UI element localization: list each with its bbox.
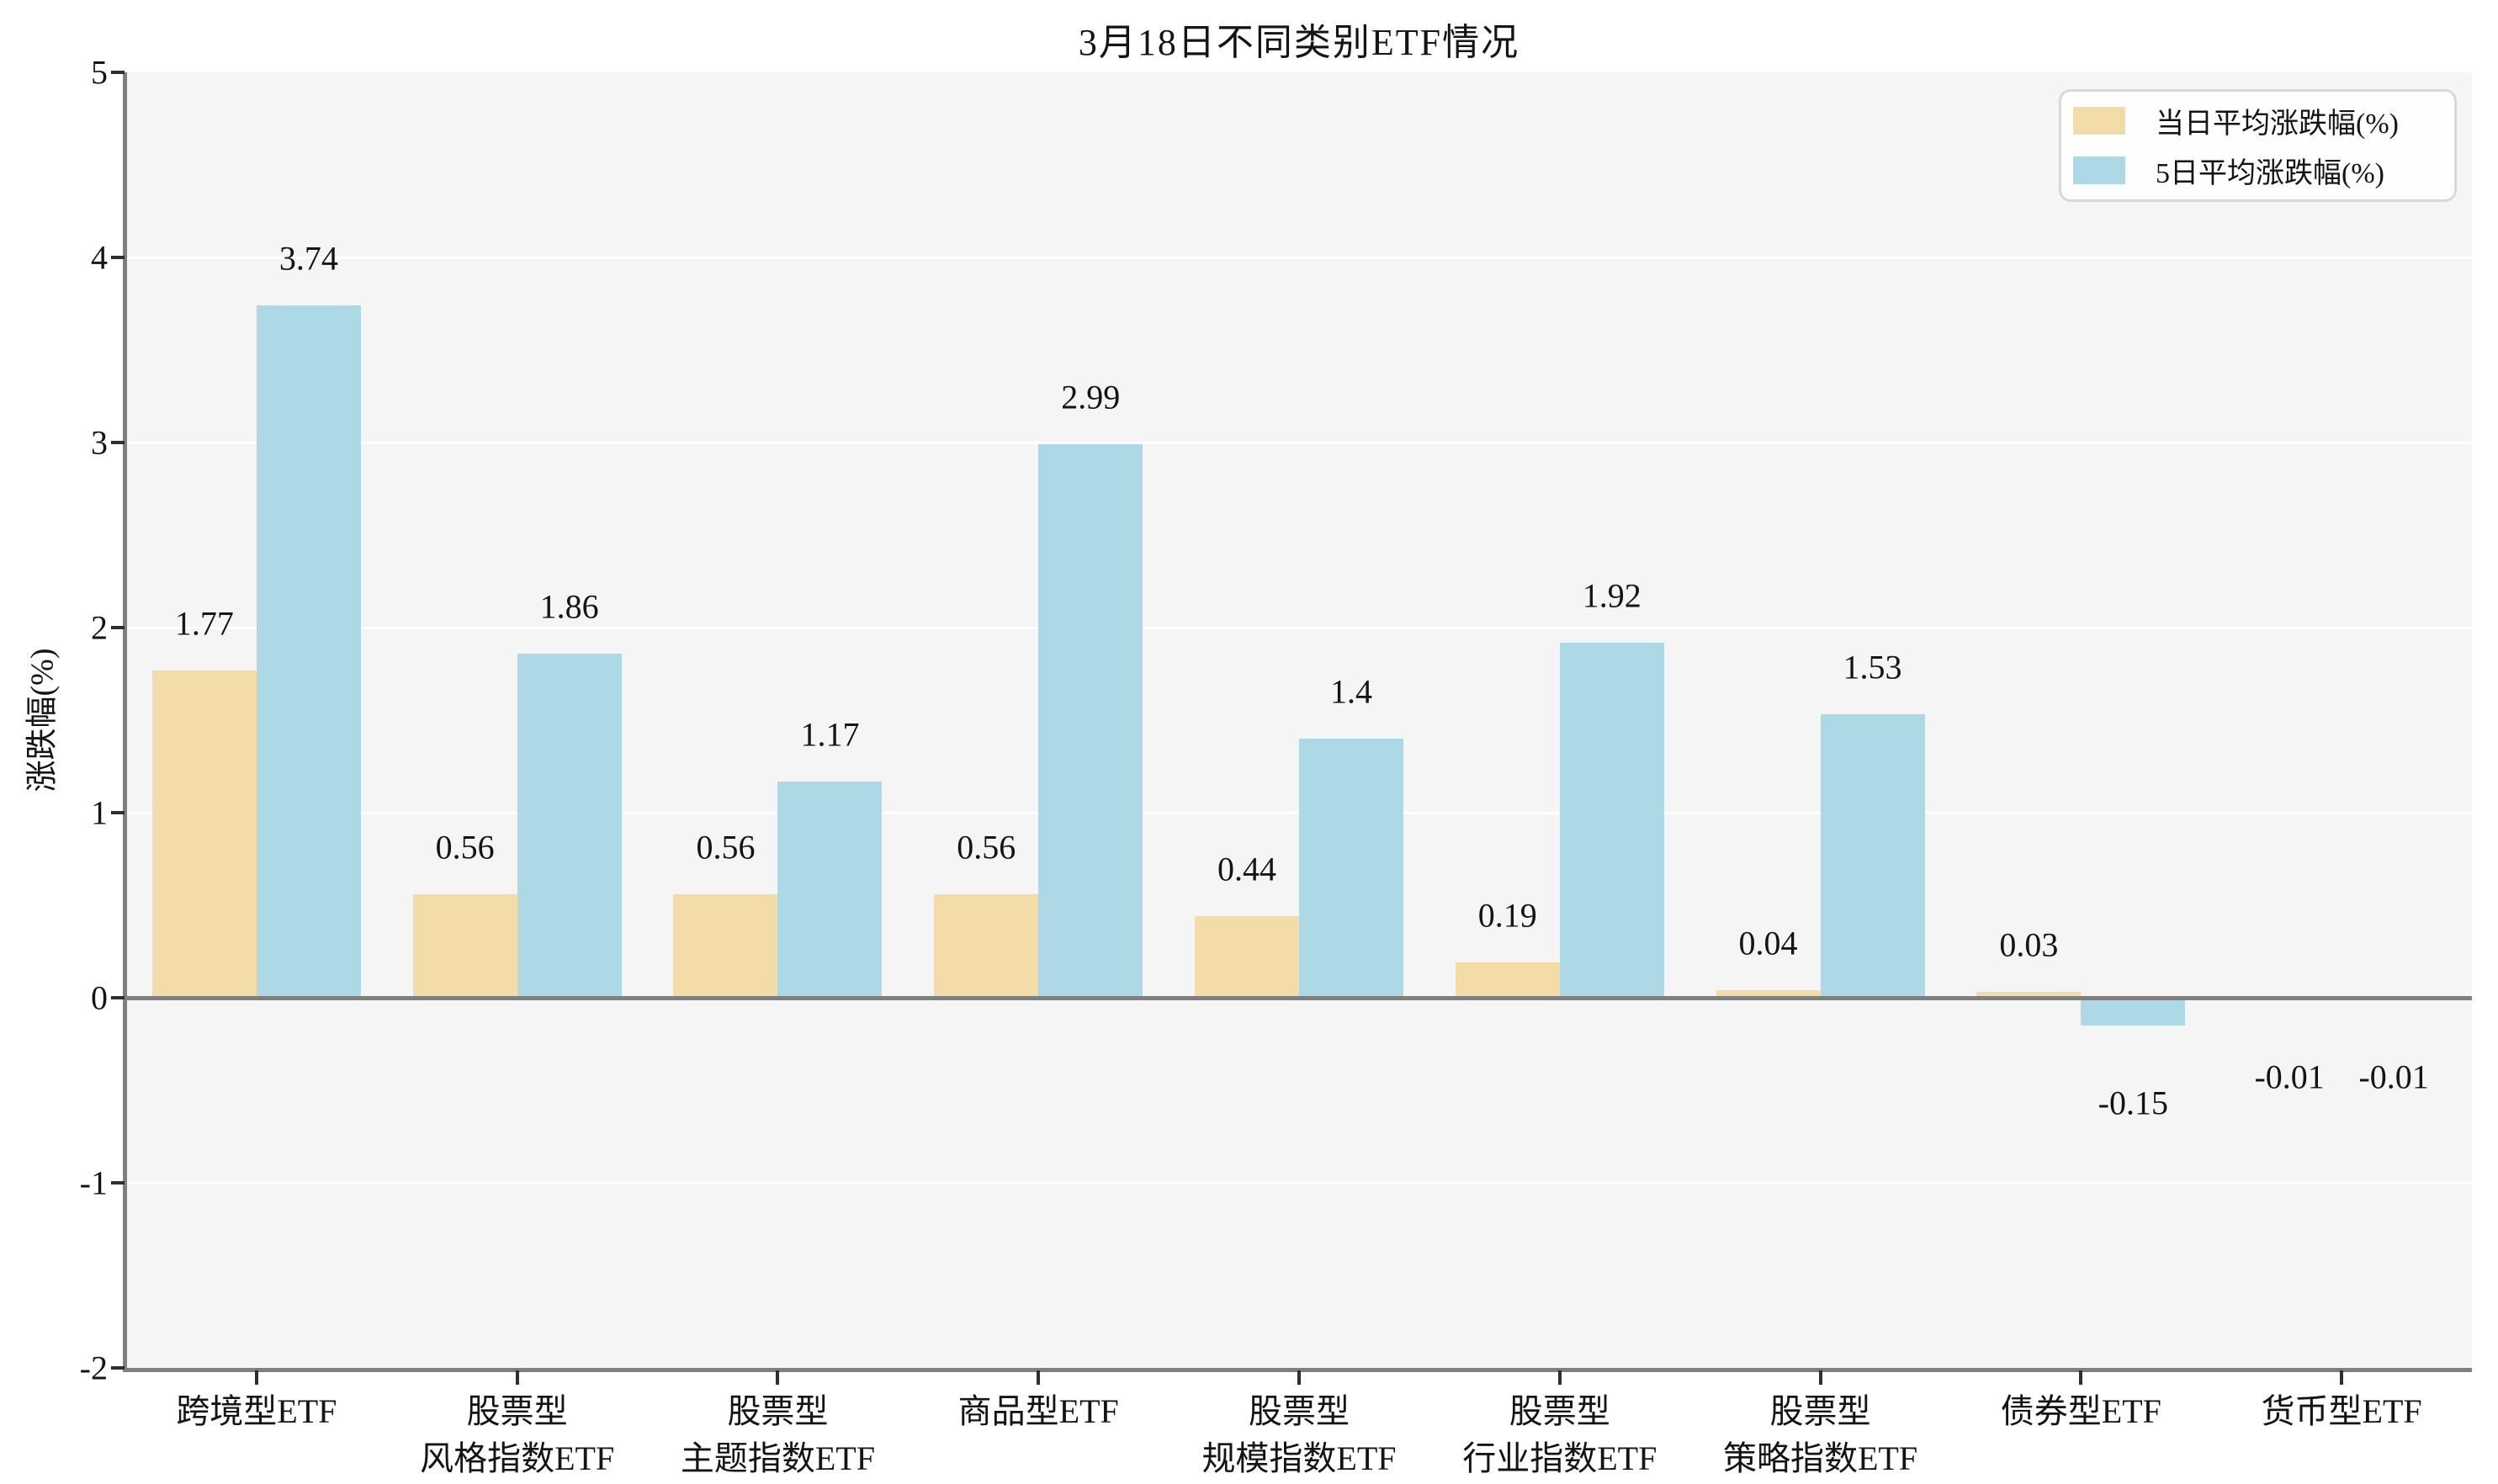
bar	[1820, 714, 1925, 998]
legend: 当日平均涨跌幅(%) 5日平均涨跌幅(%)	[2059, 89, 2457, 202]
bar	[934, 893, 1039, 998]
bar	[517, 653, 622, 998]
bar	[673, 893, 778, 998]
x-tick	[1557, 1370, 1562, 1385]
x-tick-label: 商品型ETF	[957, 1392, 1119, 1430]
y-tick	[111, 1181, 125, 1185]
x-axis-spine	[123, 1368, 2472, 1372]
bar	[1559, 642, 1664, 998]
bar-value-label: 0.03	[1999, 925, 2059, 964]
bar-value-label: 0.56	[696, 828, 756, 867]
bar-value-label: 1.86	[539, 587, 599, 626]
legend-entry-today: 当日平均涨跌幅(%)	[2073, 100, 2442, 141]
bar-value-label: 1.92	[1582, 576, 1641, 615]
bar-value-label: 0.04	[1738, 924, 1798, 962]
bar	[151, 670, 257, 998]
legend-swatch-today	[2073, 107, 2125, 135]
bar-value-label: -0.15	[2098, 1084, 2168, 1122]
x-tick	[1297, 1370, 1301, 1385]
grid-line	[126, 1182, 2472, 1185]
bar-value-label: 0.19	[1477, 896, 1537, 935]
y-tick-label: -2	[79, 1349, 108, 1387]
y-tick	[111, 996, 125, 999]
legend-swatch-5day	[2073, 156, 2125, 184]
x-tick-label: 跨境型ETF	[176, 1392, 337, 1430]
grid-line	[126, 627, 2472, 629]
chart-title: 3月18日不同类别ETF情况	[1078, 22, 1520, 63]
legend-label-today: 当日平均涨跌幅(%)	[2156, 109, 2399, 140]
x-tick	[254, 1370, 258, 1385]
y-tick	[111, 626, 125, 629]
y-tick-label: 0	[91, 978, 108, 1017]
bar	[1038, 444, 1143, 998]
x-tick-label: 股票型 风格指数ETF	[420, 1392, 615, 1477]
y-axis-spine	[123, 72, 127, 1372]
bar-value-label: -0.01	[2254, 1057, 2325, 1096]
y-tick	[111, 71, 125, 74]
grid-line	[126, 257, 2472, 259]
plot-area: 1.77 0.56 0.56 0.56 0.44 0.19 0.04 0.03 -0.01 3.7…	[126, 72, 2472, 1368]
bar	[256, 305, 361, 998]
y-tick	[111, 811, 125, 814]
bar	[1716, 990, 1821, 998]
y-tick-label: 3	[91, 423, 108, 462]
y-tick-label: 2	[91, 608, 108, 647]
y-tick-label: -1	[79, 1163, 108, 1202]
x-tick-label: 股票型 主题指数ETF	[680, 1392, 875, 1477]
x-tick-label: 货币型ETF	[2261, 1392, 2422, 1430]
y-tick	[111, 256, 125, 259]
y-tick-label: 5	[91, 53, 108, 92]
y-tick	[111, 441, 125, 444]
bar	[1195, 916, 1299, 998]
x-tick	[515, 1370, 519, 1385]
zero-line	[126, 996, 2472, 1000]
x-tick-label: 股票型 策略指数ETF	[1722, 1392, 1918, 1477]
x-tick-label: 股票型 行业指数ETF	[1462, 1392, 1657, 1477]
bar-value-label: 1.53	[1843, 648, 1902, 686]
bar	[1976, 992, 2082, 998]
y-tick-label: 1	[91, 793, 108, 832]
x-tick	[776, 1370, 780, 1385]
bar-value-label: 3.74	[278, 239, 338, 278]
bar-value-label: 1.17	[800, 715, 860, 754]
bar-value-label: -0.01	[2358, 1057, 2429, 1096]
grid-line	[126, 442, 2472, 444]
x-tick-label: 债券型ETF	[2000, 1392, 2161, 1430]
bar	[1299, 739, 1403, 998]
x-tick-label: 股票型 规模指数ETF	[1201, 1392, 1397, 1477]
legend-entry-5day: 5日平均涨跌幅(%)	[2073, 150, 2442, 191]
bar-value-label: 1.77	[174, 604, 234, 643]
legend-label-5day: 5日平均涨跌幅(%)	[2156, 158, 2384, 189]
bar	[2081, 998, 2186, 1026]
bar-value-label: 1.4	[1330, 672, 1372, 711]
x-tick	[1818, 1370, 1822, 1385]
bar-value-label: 0.44	[1217, 850, 1276, 888]
bar	[1455, 962, 1560, 998]
x-tick	[1037, 1370, 1041, 1385]
bar	[412, 893, 517, 998]
x-tick	[2340, 1370, 2344, 1385]
bar-value-label: 0.56	[435, 828, 495, 867]
bar-value-label: 0.56	[957, 828, 1016, 867]
y-tick	[111, 1366, 125, 1370]
y-axis-label: 涨跌幅(%)	[24, 648, 61, 792]
bar	[777, 781, 883, 998]
bar-value-label: 2.99	[1061, 378, 1121, 416]
y-tick-label: 4	[91, 238, 108, 277]
x-tick	[2079, 1370, 2083, 1385]
